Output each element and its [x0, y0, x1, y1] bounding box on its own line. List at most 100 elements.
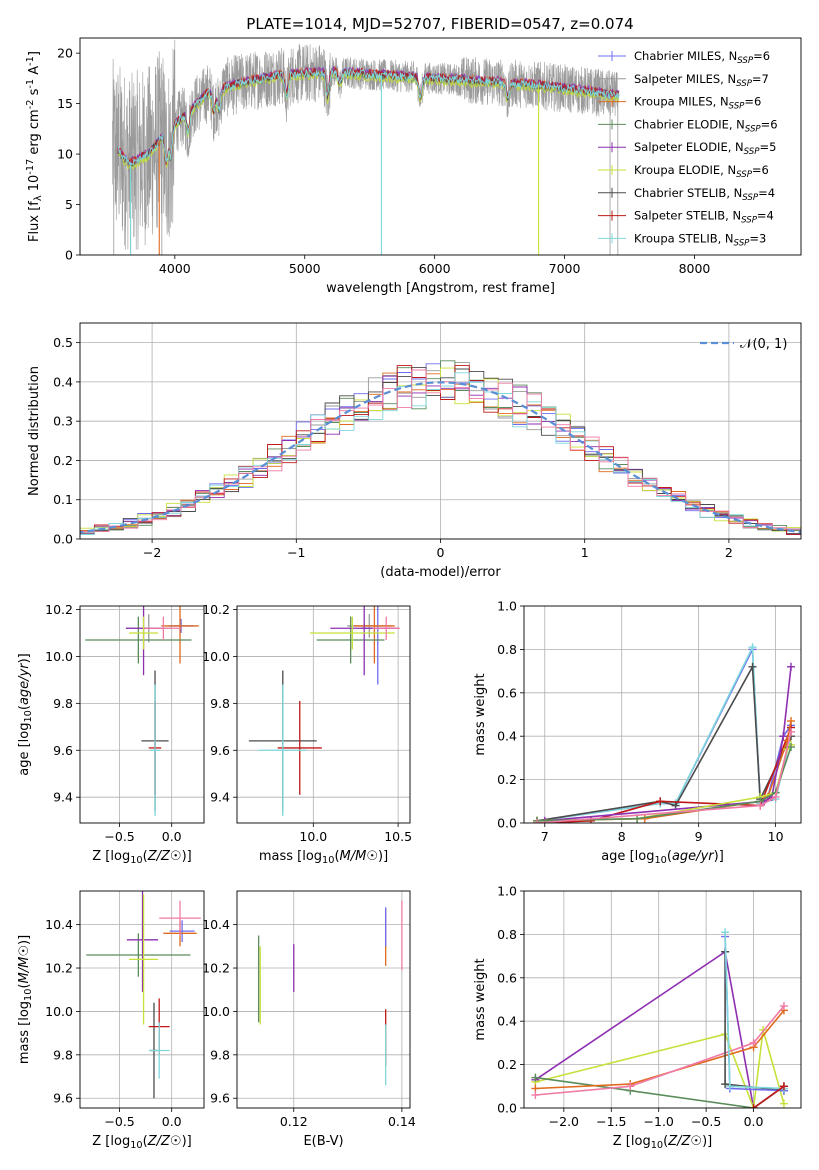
- mass-weight-line: [537, 731, 792, 823]
- y-tick-label: 0.3: [53, 414, 73, 429]
- x-tick-label: 10: [768, 829, 784, 844]
- y-tick-label: 10.0: [202, 649, 230, 664]
- y-axis-label: age [log10(age/yr)]: [17, 653, 34, 776]
- x-tick-label: −1.5: [596, 1114, 626, 1129]
- x-axis-label: Z [log10(Z/Z☉)]: [92, 1134, 191, 1151]
- y-tick-label: 0.4: [497, 1014, 517, 1029]
- plot-area-mass_vs_Z: [80, 891, 204, 1108]
- mass-weight-line: [537, 727, 792, 823]
- plot-area-age_vs_mass: [237, 606, 410, 823]
- chart-weight_vs_Z: −2.0 −1.5 −1.0 −0.5 0.0 0.0 0.2 0.4 0.6 0.8 1.0 Z […: [473, 884, 802, 1151]
- y-axis-label: Flux [fλ​ 10-17​ erg cm-2​ s-1​ A-1​]: [25, 51, 44, 242]
- mass-weight-line: [535, 1009, 785, 1090]
- chart-mass_vs_EBV: 0.12 0.14 9.6 9.8 10.0 10.2 10.4 E(B-V): [202, 890, 416, 1149]
- plot-area-spectrum: [112, 39, 620, 255]
- x-axis-label: age [log10(age/yr)]: [601, 849, 724, 866]
- axes-frame: [236, 890, 411, 1109]
- legend-entry: Salpeter MILES, NSSP​=7: [634, 72, 769, 89]
- mass-weight-line: [724, 932, 784, 1090]
- y-tick-label: 10.0: [45, 1004, 73, 1019]
- mass-weight-line: [535, 1029, 785, 1108]
- x-axis-label: wavelength [Angstrom, rest frame]: [326, 281, 555, 296]
- axes-frame: [236, 605, 411, 824]
- y-tick-label: 0.5: [53, 335, 73, 350]
- y-axis-label: Normed distribution: [27, 366, 42, 496]
- y-tick-label: 0.0: [497, 1101, 517, 1116]
- chart-mass_vs_Z: −0.5 0.0 9.6 9.8 10.0 10.2 10.4 Z [log10(Z/Z☉)]…: [17, 890, 205, 1151]
- y-tick-label: 0.2: [53, 453, 73, 468]
- y-tick-label: 9.6: [210, 743, 230, 758]
- legend-entry: Chabrier ELODIE, NSSP​=6: [634, 117, 778, 134]
- figure-title: PLATE=1014, MJD=52707, FIBERID=0547, z=0…: [246, 15, 633, 33]
- x-tick-label: −0.5: [104, 829, 134, 844]
- normal-curve: [80, 381, 801, 534]
- x-tick-label: 8: [618, 829, 626, 844]
- y-tick-label: 15: [57, 96, 73, 111]
- y-axis-label: mass weight: [473, 958, 488, 1040]
- x-axis-label: mass [log10(M/M☉)]: [259, 849, 388, 866]
- x-tick-label: 9: [695, 829, 703, 844]
- y-tick-label: 9.6: [53, 743, 73, 758]
- x-tick-label: 0.0: [162, 829, 182, 844]
- y-tick-label: 10.2: [202, 961, 230, 976]
- y-tick-label: 9.6: [53, 1091, 73, 1106]
- x-tick-label: 0.12: [280, 1114, 308, 1129]
- legend-entry: Kroupa STELIB, NSSP​=3: [634, 231, 766, 248]
- y-tick-label: 20: [57, 46, 73, 61]
- x-tick-label: 10.0: [299, 829, 327, 844]
- x-tick-label: 7000: [549, 261, 581, 276]
- y-tick-label: 10.2: [45, 961, 73, 976]
- y-axis-label: mass [log10(M/M☉)]: [17, 935, 34, 1064]
- y-tick-label: 10: [57, 147, 73, 162]
- y-tick-label: 5: [65, 197, 73, 212]
- y-tick-label: 9.4: [53, 790, 73, 805]
- legend-entry: Chabrier STELIB, NSSP​=4: [634, 186, 775, 203]
- axes-frame: [79, 890, 205, 1109]
- x-axis-label: Z [log10(Z/Z☉)]: [92, 849, 191, 866]
- y-axis-label: mass weight: [473, 673, 488, 755]
- y-tick-label: 0.4: [497, 729, 517, 744]
- spectrum-model-line: [117, 68, 620, 166]
- y-tick-label: 10.2: [202, 602, 230, 617]
- plot-area-mass_vs_EBV: [237, 891, 410, 1108]
- y-tick-label: 0.2: [497, 772, 517, 787]
- y-tick-label: 9.4: [210, 790, 230, 805]
- plot-area-residuals: [80, 323, 801, 539]
- x-tick-label: 6000: [419, 261, 451, 276]
- y-tick-label: 10.4: [45, 917, 73, 932]
- x-tick-label: 0.0: [744, 1114, 764, 1129]
- y-tick-label: 9.8: [53, 696, 73, 711]
- x-tick-label: 0: [437, 545, 445, 560]
- chart-spectrum: 4000 5000 6000 7000 8000 0 5 10 15 20 wavelength […: [25, 37, 802, 296]
- y-tick-label: 0.1: [53, 492, 73, 507]
- x-tick-label: −0.5: [691, 1114, 721, 1129]
- plot-area-weight_vs_Z: [524, 891, 801, 1108]
- y-tick-label: 0.0: [497, 816, 517, 831]
- axes-frame: [79, 37, 802, 256]
- legend-entry: 𝒩(0, 1): [740, 337, 787, 352]
- y-tick-label: 1.0: [497, 599, 517, 614]
- legend-entry: Chabrier MILES, NSSP​=6: [634, 49, 770, 66]
- y-tick-label: 0.8: [497, 927, 517, 942]
- legend-entry: Kroupa ELODIE, NSSP​=6: [634, 163, 769, 180]
- y-tick-label: 0.6: [497, 970, 517, 985]
- x-tick-label: 10.5: [384, 829, 412, 844]
- x-tick-label: 5000: [289, 261, 321, 276]
- legend-entry: Salpeter STELIB, NSSP​=4: [634, 209, 774, 226]
- axes-frame: [79, 322, 802, 540]
- axes-frame: [523, 890, 802, 1109]
- x-tick-label: 4000: [159, 261, 191, 276]
- chart-residuals: −2 −1 0 1 2 0.0 0.1 0.2 0.3 0.4 0.5 (data-model)/er…: [27, 322, 802, 580]
- plot-area-age_vs_Z: [80, 606, 204, 823]
- x-tick-label: −1: [287, 545, 305, 560]
- y-tick-label: 9.8: [210, 1047, 230, 1062]
- y-tick-label: 0.2: [497, 1057, 517, 1072]
- axes-frame: [79, 605, 205, 824]
- x-axis-label: Z [log10(Z/Z☉)]: [613, 1134, 712, 1151]
- y-tick-label: 1.0: [497, 884, 517, 899]
- y-tick-label: 9.8: [53, 1047, 73, 1062]
- y-tick-label: 0.4: [53, 374, 73, 389]
- x-axis-label: E(B-V): [303, 1134, 343, 1149]
- x-tick-label: 8000: [679, 261, 711, 276]
